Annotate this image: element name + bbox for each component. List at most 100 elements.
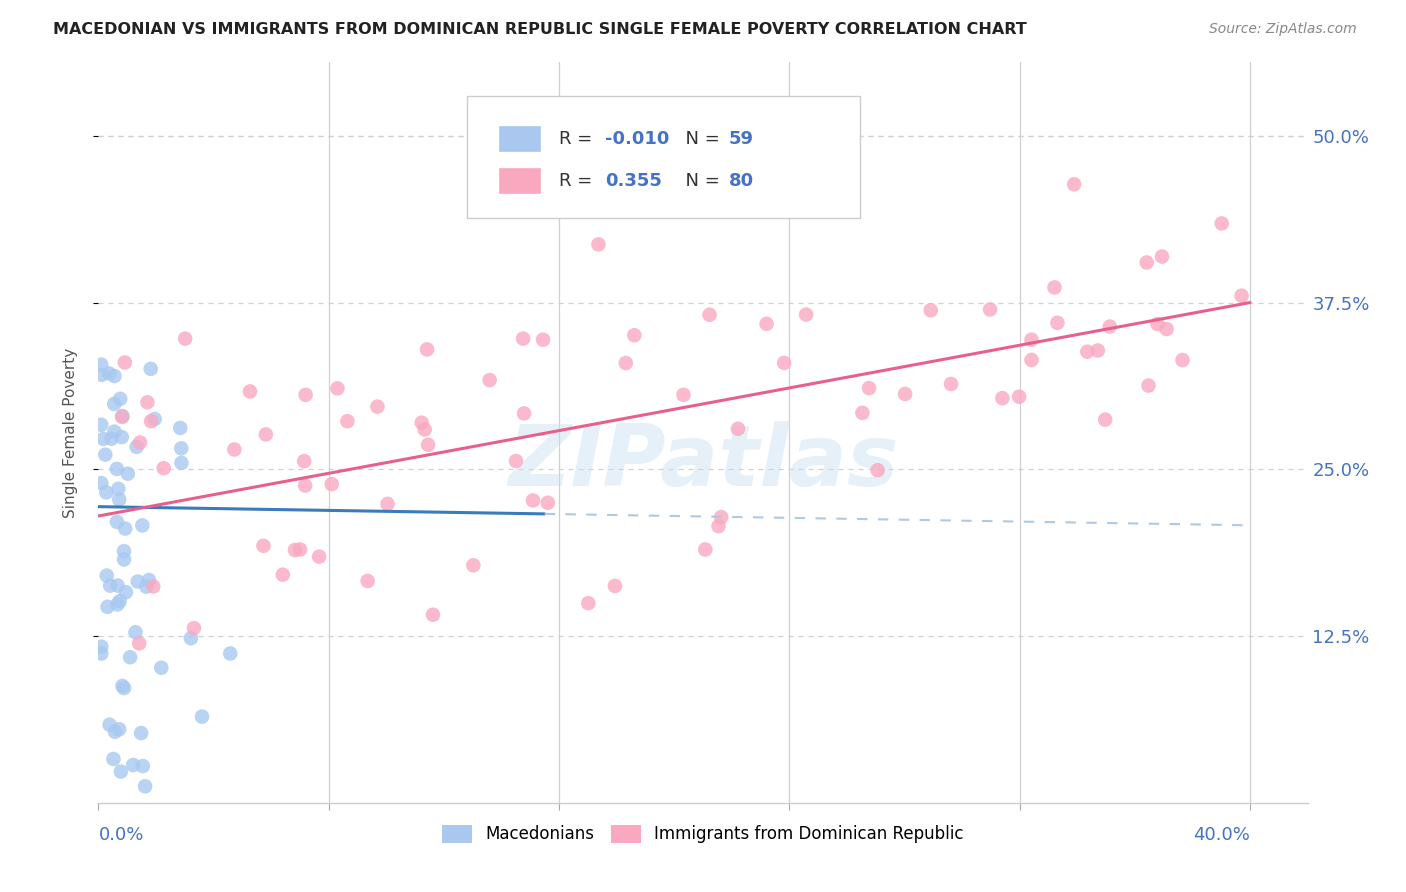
- Point: [1087, 343, 1109, 358]
- Point: [111, 430, 134, 444]
- Point: [90, 640, 112, 654]
- Point: [169, 421, 191, 435]
- Text: R =: R =: [560, 172, 598, 190]
- Point: [120, 650, 142, 665]
- Point: [326, 381, 349, 395]
- Point: [979, 302, 1001, 317]
- Point: [93, 432, 115, 446]
- Point: [308, 549, 330, 564]
- Point: [672, 388, 695, 402]
- Point: [103, 369, 125, 384]
- Point: [135, 580, 157, 594]
- Point: [416, 438, 439, 452]
- Point: [1094, 412, 1116, 426]
- Point: [920, 303, 942, 318]
- FancyBboxPatch shape: [499, 126, 540, 152]
- Point: [413, 422, 436, 436]
- Point: [1043, 280, 1066, 294]
- Point: [991, 391, 1014, 405]
- Point: [710, 510, 733, 524]
- Point: [1021, 333, 1043, 347]
- Point: [103, 752, 125, 766]
- Point: [96, 599, 118, 614]
- Point: [110, 764, 132, 779]
- Point: [1156, 322, 1178, 336]
- Point: [112, 544, 135, 558]
- Point: [1150, 250, 1173, 264]
- Point: [1146, 317, 1168, 331]
- Point: [105, 515, 128, 529]
- Point: [537, 496, 560, 510]
- Point: [105, 462, 128, 476]
- Point: [125, 440, 148, 454]
- Legend: Macedonians, Immigrants from Dominican Republic: Macedonians, Immigrants from Dominican R…: [436, 818, 970, 850]
- Point: [96, 485, 118, 500]
- Point: [98, 367, 121, 381]
- Point: [531, 333, 554, 347]
- Point: [112, 681, 135, 695]
- Point: [695, 542, 717, 557]
- Point: [136, 395, 159, 409]
- Point: [152, 461, 174, 475]
- Point: [576, 596, 599, 610]
- Point: [336, 414, 359, 428]
- Point: [142, 579, 165, 593]
- Point: [139, 414, 162, 428]
- Point: [108, 492, 131, 507]
- Point: [773, 356, 796, 370]
- FancyBboxPatch shape: [467, 95, 860, 218]
- Point: [851, 406, 873, 420]
- Point: [292, 454, 315, 468]
- Point: [294, 478, 316, 492]
- Y-axis label: Single Female Poverty: Single Female Poverty: [63, 348, 77, 517]
- Point: [108, 594, 131, 608]
- Point: [103, 425, 125, 439]
- Point: [858, 381, 880, 395]
- Point: [894, 387, 917, 401]
- Point: [416, 343, 439, 357]
- Point: [513, 406, 536, 420]
- Point: [224, 442, 246, 457]
- Point: [588, 237, 610, 252]
- Point: [98, 579, 121, 593]
- Point: [104, 724, 127, 739]
- Point: [90, 368, 112, 382]
- Point: [100, 432, 122, 446]
- Point: [103, 397, 125, 411]
- Point: [794, 308, 817, 322]
- Point: [366, 400, 388, 414]
- Point: [90, 417, 112, 432]
- Text: 0.355: 0.355: [605, 172, 662, 190]
- Point: [522, 493, 544, 508]
- Point: [115, 585, 138, 599]
- Point: [1230, 289, 1253, 303]
- Point: [112, 552, 135, 566]
- Point: [114, 355, 136, 369]
- Point: [411, 416, 433, 430]
- Point: [111, 409, 134, 424]
- Point: [505, 454, 527, 468]
- Point: [111, 409, 134, 423]
- Text: 80: 80: [728, 172, 754, 190]
- Point: [356, 574, 378, 588]
- Text: Source: ZipAtlas.com: Source: ZipAtlas.com: [1209, 22, 1357, 37]
- Point: [288, 542, 311, 557]
- Point: [117, 467, 139, 481]
- Point: [478, 373, 501, 387]
- Point: [614, 356, 637, 370]
- Point: [131, 518, 153, 533]
- Point: [128, 636, 150, 650]
- Text: N =: N =: [673, 172, 725, 190]
- Text: ZIPatlas: ZIPatlas: [508, 421, 898, 504]
- Text: N =: N =: [673, 129, 725, 148]
- Point: [134, 780, 156, 794]
- Point: [755, 317, 778, 331]
- Point: [143, 412, 166, 426]
- Text: 59: 59: [728, 129, 754, 148]
- Point: [150, 661, 173, 675]
- Point: [90, 358, 112, 372]
- Point: [138, 573, 160, 587]
- Text: -0.010: -0.010: [605, 129, 669, 148]
- Point: [122, 758, 145, 772]
- Point: [108, 722, 131, 736]
